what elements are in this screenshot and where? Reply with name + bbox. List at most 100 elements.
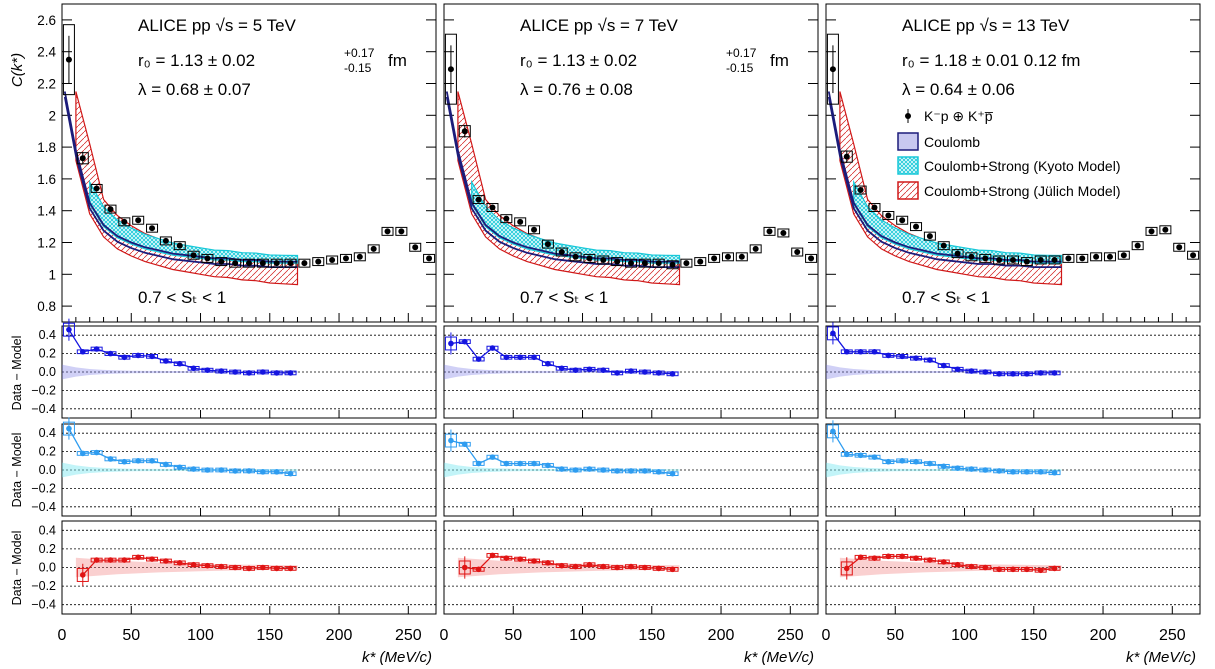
resid-point bbox=[489, 345, 496, 351]
resid-point bbox=[885, 553, 892, 560]
data-syst-box bbox=[597, 255, 610, 265]
coulomb-line-upper bbox=[63, 91, 298, 263]
data-point bbox=[780, 229, 787, 236]
resid-point bbox=[475, 566, 482, 573]
data-syst-box bbox=[923, 231, 936, 241]
data-point bbox=[738, 253, 745, 260]
data-point bbox=[926, 233, 933, 240]
data-point bbox=[1037, 256, 1044, 263]
y-tick-label: 0.0 bbox=[39, 561, 56, 575]
resid-point bbox=[163, 558, 169, 564]
data-point bbox=[121, 218, 128, 225]
resid-point bbox=[968, 466, 975, 472]
resid-point bbox=[517, 460, 523, 467]
data-point bbox=[641, 260, 648, 267]
resid-point bbox=[614, 370, 620, 376]
resid-point bbox=[669, 371, 676, 377]
data-point bbox=[808, 255, 815, 262]
data-syst-box bbox=[146, 223, 159, 233]
data-point bbox=[572, 253, 579, 260]
resid-point bbox=[176, 560, 183, 566]
data-point bbox=[1051, 256, 1058, 263]
resid-point bbox=[1051, 370, 1058, 376]
data-point bbox=[398, 228, 405, 235]
energy-label: ALICE pp √s = 7 TeV bbox=[520, 16, 679, 35]
data-point bbox=[982, 255, 989, 262]
resid-point bbox=[149, 353, 155, 360]
resid-point bbox=[489, 454, 496, 460]
resid-point bbox=[176, 360, 183, 367]
resid-point bbox=[982, 369, 989, 375]
data-syst-box bbox=[409, 242, 422, 252]
data-point bbox=[162, 237, 169, 244]
resid-point bbox=[461, 564, 468, 571]
resid-point bbox=[107, 456, 114, 462]
resid-point bbox=[586, 366, 593, 373]
data-syst-box bbox=[243, 258, 255, 268]
resid-point bbox=[600, 467, 607, 473]
data-point bbox=[79, 155, 86, 162]
resid-point bbox=[843, 565, 850, 572]
data-point bbox=[447, 66, 454, 73]
data-syst-box bbox=[1145, 226, 1158, 236]
data-point bbox=[829, 66, 836, 73]
resid-point bbox=[149, 458, 155, 464]
coulomb-line-lower bbox=[445, 96, 680, 268]
data-syst-box bbox=[854, 185, 867, 195]
resid-point bbox=[260, 369, 266, 375]
resid-point bbox=[517, 556, 523, 562]
data-point bbox=[259, 260, 266, 267]
resid-point bbox=[66, 425, 72, 432]
resid-point bbox=[913, 458, 919, 465]
y-tick-label: −0.4 bbox=[31, 598, 56, 612]
resid-panel-1-0 bbox=[62, 417, 298, 478]
resid-point bbox=[135, 352, 141, 359]
resid-point bbox=[669, 470, 676, 477]
data-syst-box bbox=[1020, 257, 1033, 267]
y-axis-label-resid-1: Data − Model bbox=[10, 336, 24, 411]
resid-point bbox=[107, 557, 114, 563]
y-tick-label: 0.0 bbox=[39, 365, 56, 379]
resid-point bbox=[1037, 469, 1044, 475]
data-syst-box bbox=[805, 253, 818, 263]
resid-point bbox=[954, 465, 961, 471]
resid-point bbox=[600, 563, 607, 570]
data-point bbox=[370, 245, 377, 252]
resid-point bbox=[558, 466, 565, 472]
resid-point bbox=[246, 370, 252, 376]
resid-point bbox=[927, 357, 933, 363]
resid-point bbox=[204, 367, 211, 373]
radius-label: r₀ = 1.13 ± 0.02 bbox=[520, 51, 637, 70]
data-syst-box bbox=[1062, 253, 1075, 263]
data-point bbox=[544, 241, 551, 248]
data-point bbox=[857, 187, 864, 194]
resid-point bbox=[93, 346, 100, 352]
resid-point bbox=[260, 564, 266, 571]
legend-coulomb-swatch bbox=[897, 132, 919, 151]
resid-point bbox=[871, 454, 878, 460]
data-point bbox=[356, 253, 363, 260]
resid-point bbox=[927, 460, 933, 467]
resid-point bbox=[531, 558, 537, 564]
resid-line bbox=[846, 555, 1055, 571]
y-tick-label: −0.4 bbox=[31, 500, 56, 514]
data-syst-box bbox=[339, 253, 352, 263]
y-tick-label: 2.2 bbox=[37, 77, 56, 92]
resid-point bbox=[572, 467, 579, 473]
y-tick-label: 2.4 bbox=[37, 45, 56, 60]
resid-model-band bbox=[826, 364, 1062, 380]
data-point bbox=[475, 196, 482, 203]
resid-point bbox=[1024, 469, 1030, 475]
resid-point bbox=[954, 366, 961, 373]
data-point bbox=[1120, 252, 1127, 259]
top-panel-frame bbox=[61, 3, 437, 323]
data-syst-box bbox=[395, 226, 408, 236]
resid-point bbox=[260, 469, 266, 475]
x-tick-label: 150 bbox=[256, 627, 283, 644]
data-point bbox=[628, 260, 634, 267]
x-tick-label: 250 bbox=[395, 627, 422, 644]
data-syst-box bbox=[583, 253, 596, 263]
data-syst-box bbox=[229, 258, 242, 268]
resid-point bbox=[135, 554, 141, 561]
data-point bbox=[586, 255, 593, 262]
